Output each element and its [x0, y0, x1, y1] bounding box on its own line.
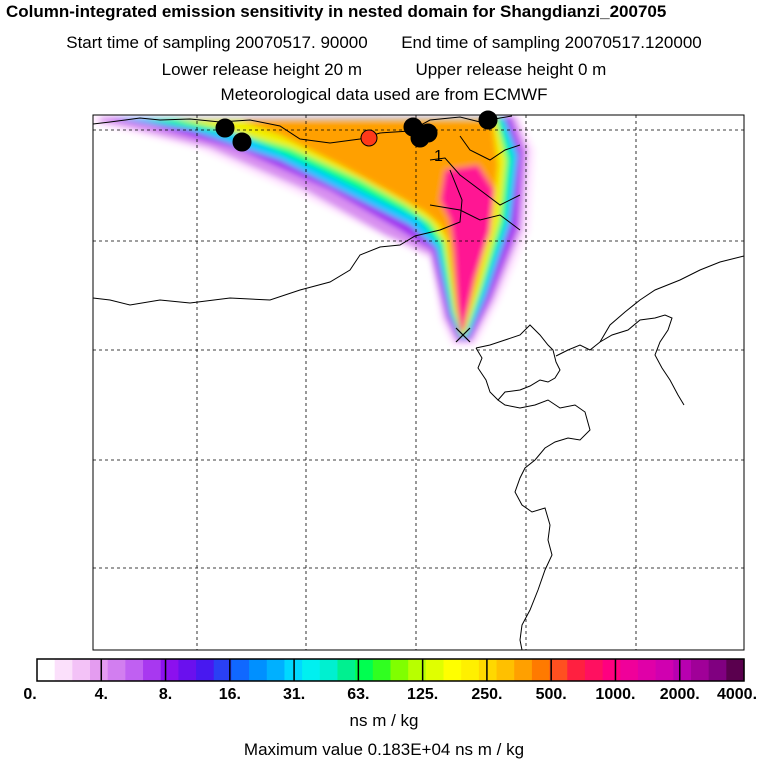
colorbar-swatch [690, 659, 710, 681]
plot-title: Column-integrated emission sensitivity i… [6, 2, 667, 21]
colorbar-tick-label: 1000. [595, 686, 636, 703]
colorbar-swatch [390, 659, 409, 681]
colorbar-swatch [531, 659, 551, 681]
border-line [429, 157, 521, 206]
colorbar-swatch [496, 659, 515, 681]
colorbar-swatch [213, 659, 233, 681]
coastline [475, 347, 499, 401]
receptor-site-marker [360, 129, 378, 147]
contour-label: 1 [434, 148, 443, 165]
colorbar-tick-label: 2000. [659, 686, 700, 703]
colorbar-swatch [125, 659, 144, 681]
met-data-label: Meteorological data used are from ECMWF [220, 85, 548, 104]
coastline [555, 314, 685, 406]
colorbar-swatch [302, 659, 321, 681]
colorbar-swatch [708, 659, 727, 681]
release-heights: Lower release height 20 m Upper release … [0, 60, 768, 80]
end-time-label: End time of sampling 20070517.120000 [401, 33, 702, 52]
colorbar-swatch [602, 659, 621, 681]
colorbar-swatch [461, 659, 480, 681]
borders-coastline [93, 115, 744, 650]
station-dot [232, 132, 252, 152]
colorbar-swatch [231, 659, 250, 681]
colorbar-swatch [673, 659, 692, 681]
colorbar-swatch [549, 659, 568, 681]
colorbar-swatch [107, 659, 126, 681]
colorbar-swatch [355, 659, 374, 681]
map-frame [92, 114, 745, 651]
colorbar-tick-label: 8. [158, 686, 173, 703]
colorbar-swatch [372, 659, 392, 681]
station-dot [215, 118, 235, 138]
lower-release-label: Lower release height 20 m [161, 60, 362, 79]
colorbar-tick-label: 63. [347, 686, 370, 703]
colorbar-tick-label: 125. [407, 686, 439, 703]
colorbar-swatch [584, 659, 604, 681]
emission-sensitivity-field [93, 116, 535, 346]
colorbar-swatch [637, 659, 657, 681]
colorbar [37, 659, 745, 681]
colorbar-tick-label: 0. [23, 686, 37, 703]
sampling-times: Start time of sampling 20070517. 90000 E… [0, 33, 768, 53]
colorbar-swatch [196, 659, 215, 681]
colorbar-swatch [425, 659, 445, 681]
border-line [93, 115, 513, 144]
colorbar-swatch [72, 659, 91, 681]
colorbar-swatch [620, 659, 639, 681]
plume-contour-level-7 [240, 120, 498, 332]
maximum-value-label: Maximum value 0.183E+04 ns m / kg [243, 740, 525, 759]
border-line [599, 255, 744, 343]
colorbar-swatch [514, 659, 533, 681]
colorbar-swatch [54, 659, 73, 681]
colorbar-tick-label: 4. [94, 686, 108, 703]
colorbar-swatch [337, 659, 356, 681]
border-line [459, 135, 521, 161]
colorbar-tick-label: 31. [282, 686, 306, 703]
colorbar-tick-label: 4000. [716, 686, 758, 703]
colorbar-swatch [143, 659, 162, 681]
colorbar-swatch [478, 659, 498, 681]
release-site-cross [455, 327, 471, 343]
plume-contour-level-8 [440, 165, 494, 330]
colorbar-frame [36, 658, 745, 682]
colorbar-tick-label: 500. [535, 686, 567, 703]
colorbar-swatch [443, 659, 462, 681]
border-line [93, 169, 463, 306]
colorbar-swatch [37, 659, 56, 681]
colorbar-swatch [160, 659, 179, 681]
colorbar-swatch [726, 659, 745, 681]
colorbar-swatch [178, 659, 197, 681]
colorbar-tick-label: 16. [218, 686, 241, 703]
colorbar-swatch [266, 659, 286, 681]
border-line [429, 204, 521, 231]
station-dot [409, 122, 427, 140]
colorbar-units: ns m / kg [349, 711, 419, 730]
coastline [475, 324, 591, 650]
upper-release-label: Upper release height 0 m [415, 60, 607, 79]
colorbar-swatch [408, 659, 427, 681]
colorbar-swatch [567, 659, 586, 681]
colorbar-swatch [90, 659, 109, 681]
start-time-label: Start time of sampling 20070517. 90000 [66, 33, 368, 52]
station-dot [478, 110, 498, 130]
colorbar-tick-label: 250. [471, 686, 503, 703]
colorbar-swatch [319, 659, 339, 681]
colorbar-swatch [655, 659, 674, 681]
colorbar-swatch [249, 659, 268, 681]
